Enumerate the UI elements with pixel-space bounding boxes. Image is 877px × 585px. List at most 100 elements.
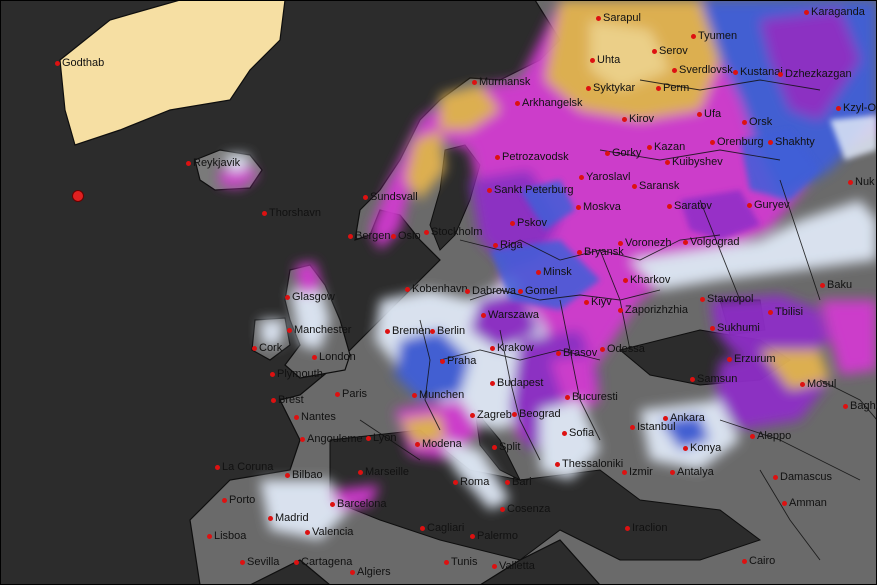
- city-label[interactable]: Guryev: [747, 199, 789, 211]
- city-label[interactable]: Valencia: [305, 526, 353, 538]
- city-label[interactable]: Bilbao: [285, 469, 323, 481]
- city-label[interactable]: Dabrowa: [465, 285, 516, 297]
- city-label[interactable]: Beograd: [512, 408, 561, 420]
- city-label[interactable]: Cairo: [742, 555, 775, 567]
- city-label[interactable]: Manchester: [287, 324, 351, 336]
- city-label[interactable]: Bryansk: [577, 246, 624, 258]
- city-label[interactable]: Damascus: [773, 471, 832, 483]
- city-label[interactable]: Sankt Peterburg: [487, 184, 574, 196]
- city-label[interactable]: Stockholm: [424, 226, 482, 238]
- city-label[interactable]: Kirov: [622, 113, 654, 125]
- city-label[interactable]: Ankara: [663, 412, 705, 424]
- city-label[interactable]: Paris: [335, 388, 367, 400]
- city-label[interactable]: Cartagena: [294, 556, 352, 568]
- city-label[interactable]: Kharkov: [623, 274, 670, 286]
- city-label[interactable]: Sukhumi: [710, 322, 760, 334]
- city-label[interactable]: Gomel: [518, 285, 557, 297]
- city-label[interactable]: Istanbul: [630, 421, 676, 433]
- city-label[interactable]: Sarapul: [596, 12, 641, 24]
- city-label[interactable]: Samsun: [690, 373, 737, 385]
- city-label[interactable]: Bari: [505, 476, 532, 488]
- city-label[interactable]: Riga: [493, 239, 523, 251]
- city-label[interactable]: Dzhezkazgan: [778, 68, 852, 80]
- city-label[interactable]: Uhta: [590, 54, 620, 66]
- city-label[interactable]: Cagliari: [420, 522, 464, 534]
- city-label[interactable]: Moskva: [576, 201, 621, 213]
- city-label[interactable]: Amman: [782, 497, 827, 509]
- city-label[interactable]: Saransk: [632, 180, 679, 192]
- city-label[interactable]: Stavropol: [700, 293, 753, 305]
- city-label[interactable]: Gorky: [605, 147, 641, 159]
- city-label[interactable]: Brasov: [556, 347, 597, 359]
- city-label[interactable]: Thorshavn: [262, 207, 321, 219]
- city-label[interactable]: Kobenhavn: [405, 283, 468, 295]
- city-label[interactable]: Kiyv: [584, 296, 612, 308]
- city-label[interactable]: Cosenza: [500, 503, 550, 515]
- city-label[interactable]: Praha: [440, 355, 476, 367]
- city-label[interactable]: Shakhty: [768, 136, 815, 148]
- city-label[interactable]: Syktykar: [586, 82, 635, 94]
- city-label[interactable]: Tbilisi: [768, 306, 803, 318]
- city-label[interactable]: Bucuresti: [565, 391, 618, 403]
- city-label[interactable]: London: [312, 351, 356, 363]
- city-label[interactable]: Cork: [252, 342, 282, 354]
- city-label[interactable]: Sevilla: [240, 556, 279, 568]
- city-label[interactable]: Petrozavodsk: [495, 151, 569, 163]
- city-label[interactable]: Iraclion: [625, 522, 667, 534]
- city-label[interactable]: Antalya: [670, 466, 714, 478]
- city-label[interactable]: Volgograd: [683, 236, 740, 248]
- city-label[interactable]: Ufa: [697, 108, 721, 120]
- city-label[interactable]: Izmir: [622, 466, 653, 478]
- city-label[interactable]: Tyumen: [691, 30, 737, 42]
- city-label[interactable]: Lisboa: [207, 530, 246, 542]
- city-label[interactable]: Munchen: [412, 389, 464, 401]
- city-label[interactable]: Nantes: [294, 411, 336, 423]
- city-label[interactable]: Lyon: [366, 432, 396, 444]
- city-label[interactable]: Krakow: [490, 342, 534, 354]
- city-label[interactable]: Sverdlovsk: [672, 64, 733, 76]
- city-label[interactable]: Mosul: [800, 378, 836, 390]
- city-label[interactable]: Bergen: [348, 230, 390, 242]
- city-label[interactable]: Odessa: [600, 343, 645, 355]
- city-label[interactable]: Brest: [271, 394, 304, 406]
- city-label[interactable]: Tunis: [444, 556, 478, 568]
- city-label[interactable]: Angouleme: [300, 433, 363, 445]
- city-label[interactable]: Reykjavik: [186, 157, 240, 169]
- city-label[interactable]: Orsk: [742, 116, 772, 128]
- city-label[interactable]: Thessaloniki: [555, 458, 623, 470]
- city-label[interactable]: Marseille: [358, 466, 409, 478]
- city-label[interactable]: Sundsvall: [363, 191, 418, 203]
- city-label[interactable]: Plymouth: [270, 368, 323, 380]
- city-label[interactable]: Aleppo: [750, 430, 791, 442]
- city-label[interactable]: Kzyl-O: [836, 102, 876, 114]
- city-label[interactable]: Murmansk: [472, 76, 530, 88]
- city-label[interactable]: Arkhangelsk: [515, 97, 583, 109]
- city-label[interactable]: Kazan: [647, 141, 685, 153]
- city-label[interactable]: Nuk: [848, 176, 875, 188]
- city-label[interactable]: Kuibyshev: [665, 156, 723, 168]
- city-label[interactable]: Yaroslavl: [579, 171, 630, 183]
- city-label[interactable]: Pskov: [510, 217, 547, 229]
- city-label[interactable]: Serov: [652, 45, 688, 57]
- city-label[interactable]: La Coruna: [215, 461, 273, 473]
- city-label[interactable]: Palermo: [470, 530, 518, 542]
- city-label[interactable]: Porto: [222, 494, 255, 506]
- city-label[interactable]: Roma: [453, 476, 489, 488]
- city-label[interactable]: Karaganda: [804, 6, 865, 18]
- city-label[interactable]: Konya: [683, 442, 721, 454]
- city-label[interactable]: Godthab: [55, 57, 104, 69]
- city-label[interactable]: Algiers: [350, 566, 391, 578]
- city-label[interactable]: Glasgow: [285, 291, 335, 303]
- city-label[interactable]: Bremen: [385, 325, 431, 337]
- city-label[interactable]: Madrid: [268, 512, 309, 524]
- city-label[interactable]: Berlin: [430, 325, 465, 337]
- city-label[interactable]: Zaporizhzhia: [618, 304, 688, 316]
- city-label[interactable]: Barcelona: [330, 498, 387, 510]
- city-label[interactable]: Oslo: [391, 230, 421, 242]
- city-label[interactable]: Zagreb: [470, 409, 512, 421]
- city-label[interactable]: Orenburg: [710, 136, 763, 148]
- city-label[interactable]: Perm: [656, 82, 689, 94]
- city-label[interactable]: Baku: [820, 279, 852, 291]
- city-label[interactable]: Erzurum: [727, 353, 776, 365]
